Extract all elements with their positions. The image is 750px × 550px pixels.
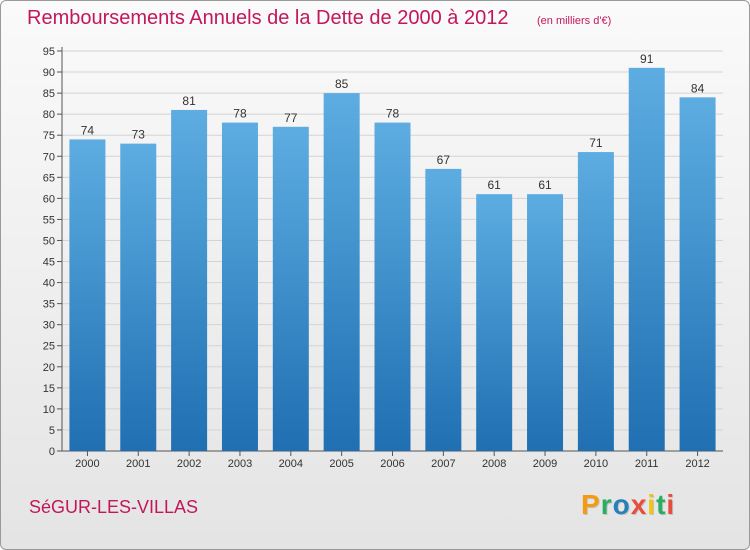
data-label: 78	[233, 107, 247, 121]
y-tick-label: 95	[43, 46, 55, 58]
data-label: 74	[81, 123, 95, 137]
x-tick-label: 2000	[75, 458, 99, 470]
y-tick-label: 80	[43, 109, 55, 121]
y-tick-label: 60	[43, 193, 55, 205]
y-tick-label: 15	[43, 383, 55, 395]
chart-title: Remboursements Annuels de la Dette de 20…	[27, 7, 509, 29]
x-tick-label: 2004	[279, 458, 303, 470]
data-label: 91	[640, 52, 654, 66]
x-tick-label: 2005	[329, 458, 353, 470]
x-tick-label: 2007	[431, 458, 455, 470]
x-tick-label: 2011	[635, 458, 659, 470]
y-tick-label: 55	[43, 214, 55, 226]
data-label: 81	[182, 94, 196, 108]
x-tick-label: 2002	[177, 458, 201, 470]
bar-2004	[272, 126, 309, 451]
bar-2002	[171, 109, 208, 452]
label-layer: 74 2000 73 2001 81 2002 78 2003 77 2004 85 2005 78 20…	[75, 52, 710, 470]
logo-letter: i	[647, 489, 657, 520]
y-tick-label: 75	[43, 130, 55, 142]
y-tick-label: 10	[43, 404, 55, 416]
data-label: 85	[335, 77, 349, 91]
x-tick-label: 2010	[584, 458, 608, 470]
bar-2000	[69, 139, 106, 451]
data-label: 77	[284, 111, 298, 125]
y-tick-label: 90	[43, 67, 55, 79]
data-label: 61	[538, 178, 552, 192]
bar-2007	[425, 168, 462, 452]
logo-letter: x	[630, 489, 648, 520]
data-label: 73	[132, 128, 146, 142]
bar-2006	[374, 122, 411, 451]
x-tick-label: 2012	[685, 458, 709, 470]
logo-letter: o	[612, 489, 631, 520]
logo-letter: t	[656, 489, 667, 520]
data-label: 71	[589, 136, 603, 150]
data-label: 78	[386, 107, 400, 121]
chart-subtitle: (en milliers d'€)	[537, 15, 612, 27]
x-tick-label: 2001	[126, 458, 150, 470]
logo-letter: P	[581, 489, 601, 520]
proxiti-logo: Proxiti	[581, 489, 675, 521]
axis-layer: 0 5 10 15 20 25 30 35 40 45 50 55 60 65 70 75 80 85 90 95	[43, 46, 723, 458]
bar-2001	[120, 143, 157, 451]
bar-2003	[221, 122, 258, 451]
y-tick-label: 0	[49, 446, 55, 458]
y-tick-label: 50	[43, 235, 55, 247]
y-tick-label: 65	[43, 172, 55, 184]
bar-layer	[69, 67, 716, 452]
y-tick-label: 30	[43, 320, 55, 332]
bar-2005	[323, 93, 360, 452]
x-tick-label: 2006	[380, 458, 404, 470]
x-tick-label: 2003	[228, 458, 252, 470]
data-label: 61	[488, 178, 502, 192]
data-label: 67	[437, 153, 451, 167]
y-tick-label: 25	[43, 341, 55, 353]
y-tick-label: 20	[43, 362, 55, 374]
bar-2011	[628, 67, 665, 451]
y-tick-label: 40	[43, 278, 55, 290]
x-tick-label: 2008	[482, 458, 506, 470]
y-tick-label: 70	[43, 151, 55, 163]
bar-2010	[577, 152, 614, 452]
y-tick-label: 85	[43, 88, 55, 100]
y-tick-label: 35	[43, 299, 55, 311]
logo-letter: r	[600, 489, 613, 520]
data-label: 84	[691, 81, 705, 95]
logo-letter: i	[666, 489, 676, 520]
x-tick-label: 2009	[533, 458, 557, 470]
y-tick-label: 45	[43, 257, 55, 269]
bar-2012	[679, 97, 716, 451]
y-tick-label: 5	[49, 425, 55, 437]
bar-2008	[476, 194, 513, 451]
commune-name: SéGUR-LES-VILLAS	[29, 497, 199, 517]
bar-2009	[527, 194, 564, 451]
